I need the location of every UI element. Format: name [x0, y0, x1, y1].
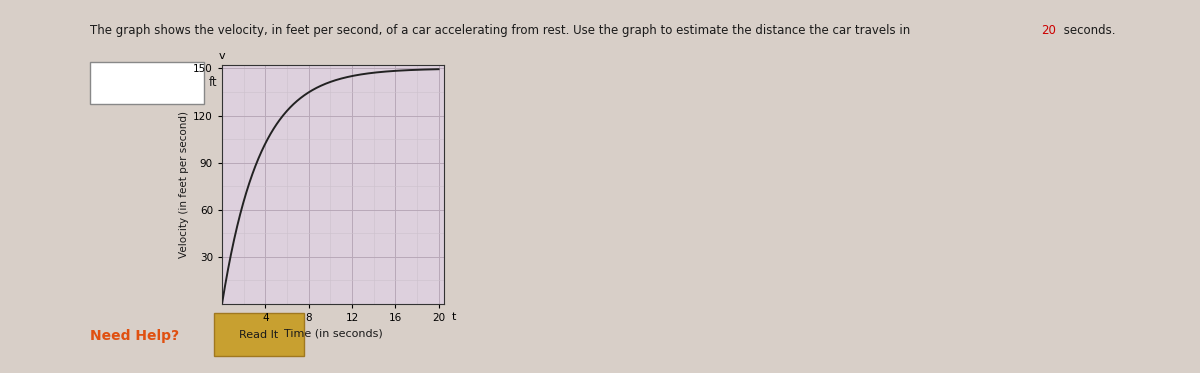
FancyBboxPatch shape	[214, 313, 304, 356]
Text: Need Help?: Need Help?	[90, 329, 179, 343]
Text: The graph shows the velocity, in feet per second, of a car accelerating from res: The graph shows the velocity, in feet pe…	[90, 24, 914, 37]
Text: t: t	[451, 311, 456, 322]
Text: 20: 20	[1042, 24, 1056, 37]
Text: ft: ft	[209, 76, 217, 89]
FancyBboxPatch shape	[90, 62, 204, 104]
Text: Read It: Read It	[239, 330, 278, 339]
X-axis label: Time (in seconds): Time (in seconds)	[283, 329, 383, 339]
Y-axis label: Velocity (in feet per second): Velocity (in feet per second)	[179, 111, 190, 258]
Text: v: v	[218, 51, 226, 60]
Text: seconds.: seconds.	[1060, 24, 1115, 37]
